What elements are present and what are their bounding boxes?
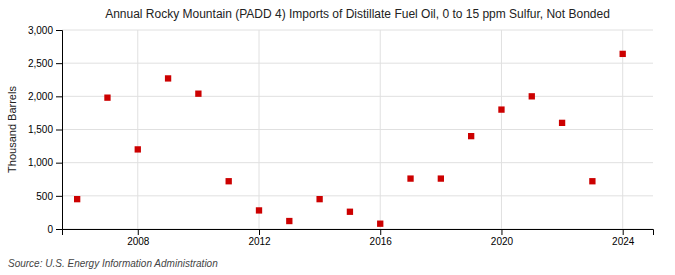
x-tick-mark (259, 229, 260, 235)
y-tick-mark (56, 130, 62, 131)
point (559, 120, 565, 126)
y-tick-mark (56, 96, 62, 97)
y-tick-mark (56, 163, 62, 164)
point (589, 178, 595, 184)
point (498, 106, 504, 112)
x-tick-label: 2012 (248, 236, 271, 247)
point (347, 209, 353, 215)
y-tick: 500 (36, 191, 62, 202)
y-tick: 1,000 (28, 157, 62, 168)
x-tick: 2024 (612, 229, 635, 247)
y-tick-mark (56, 63, 62, 64)
point (104, 94, 110, 100)
title: Annual Rocky Mountain (PADD 4) Imports o… (105, 7, 610, 21)
point (195, 91, 201, 97)
x-tick-mark (138, 229, 139, 235)
y-axis-line (56, 31, 63, 230)
y-tick-label: 3,000 (28, 25, 53, 36)
y-grid-line (62, 129, 653, 130)
x-tick-mark (501, 229, 502, 235)
y-axis: 0 500 1,000 1,500 2,000 2,500 3,000 (28, 25, 63, 235)
y-axis-title: Thousand Barrels (6, 86, 18, 173)
source-note: Source: U.S. Energy Information Administ… (8, 258, 218, 269)
y-tick-label: 1,500 (28, 124, 53, 135)
point (226, 178, 232, 184)
grid (62, 30, 653, 229)
y-tick: 2,000 (28, 91, 62, 102)
point (468, 133, 474, 139)
x-tick: 2020 (491, 229, 514, 247)
x-grid-line (501, 30, 502, 229)
x-grid-line (259, 30, 260, 229)
x-grid-line (622, 30, 623, 229)
point (529, 93, 535, 99)
y-tick-mark (56, 30, 62, 31)
y-tick: 3,000 (28, 25, 62, 36)
point (256, 207, 262, 213)
point (438, 175, 444, 181)
point (377, 221, 383, 227)
y-tick: 0 (47, 224, 62, 235)
y-tick: 1,500 (28, 124, 62, 135)
x-grid-line (380, 30, 381, 229)
point (165, 75, 171, 81)
x-tick-mark (623, 229, 624, 235)
x-tick-label: 2024 (612, 236, 635, 247)
chart-svg: 2008 2012 2016 2020 2024 0 500 1,000 1,500 2,000 2… (0, 0, 675, 275)
points (74, 51, 626, 227)
point (286, 218, 292, 224)
x-axis-line (63, 230, 654, 236)
point (316, 196, 322, 202)
y-tick: 2,500 (28, 58, 62, 69)
y-tick-mark (56, 196, 62, 197)
point (407, 175, 413, 181)
y-tick-label: 500 (36, 191, 53, 202)
y-grid-line (62, 63, 653, 64)
y-tick-label: 2,000 (28, 91, 53, 102)
point (135, 146, 141, 152)
point (620, 51, 626, 57)
y-tick-label: 2,500 (28, 58, 53, 69)
point (74, 196, 80, 202)
y-grid-line (62, 162, 653, 163)
x-tick: 2016 (370, 229, 393, 247)
y-grid-line (62, 195, 653, 196)
y-grid-line (62, 30, 653, 31)
x-grid-line (137, 30, 138, 229)
x-tick: 2008 (127, 229, 150, 247)
x-tick-label: 2016 (370, 236, 393, 247)
chart-container: 2008 2012 2016 2020 2024 0 500 1,000 1,500 2,000 2… (0, 0, 675, 275)
x-tick-label: 2020 (491, 236, 514, 247)
y-tick-mark (56, 229, 62, 230)
x-tick-label: 2008 (127, 236, 150, 247)
y-grid-line (62, 96, 653, 97)
x-tick-mark (380, 229, 381, 235)
y-tick-label: 1,000 (28, 157, 53, 168)
plot-area: 2008 2012 2016 2020 2024 0 500 1,000 1,500 2,000 2… (28, 25, 654, 247)
x-axis: 2008 2012 2016 2020 2024 (63, 229, 654, 247)
x-tick: 2012 (248, 229, 271, 247)
y-tick-label: 0 (47, 224, 53, 235)
